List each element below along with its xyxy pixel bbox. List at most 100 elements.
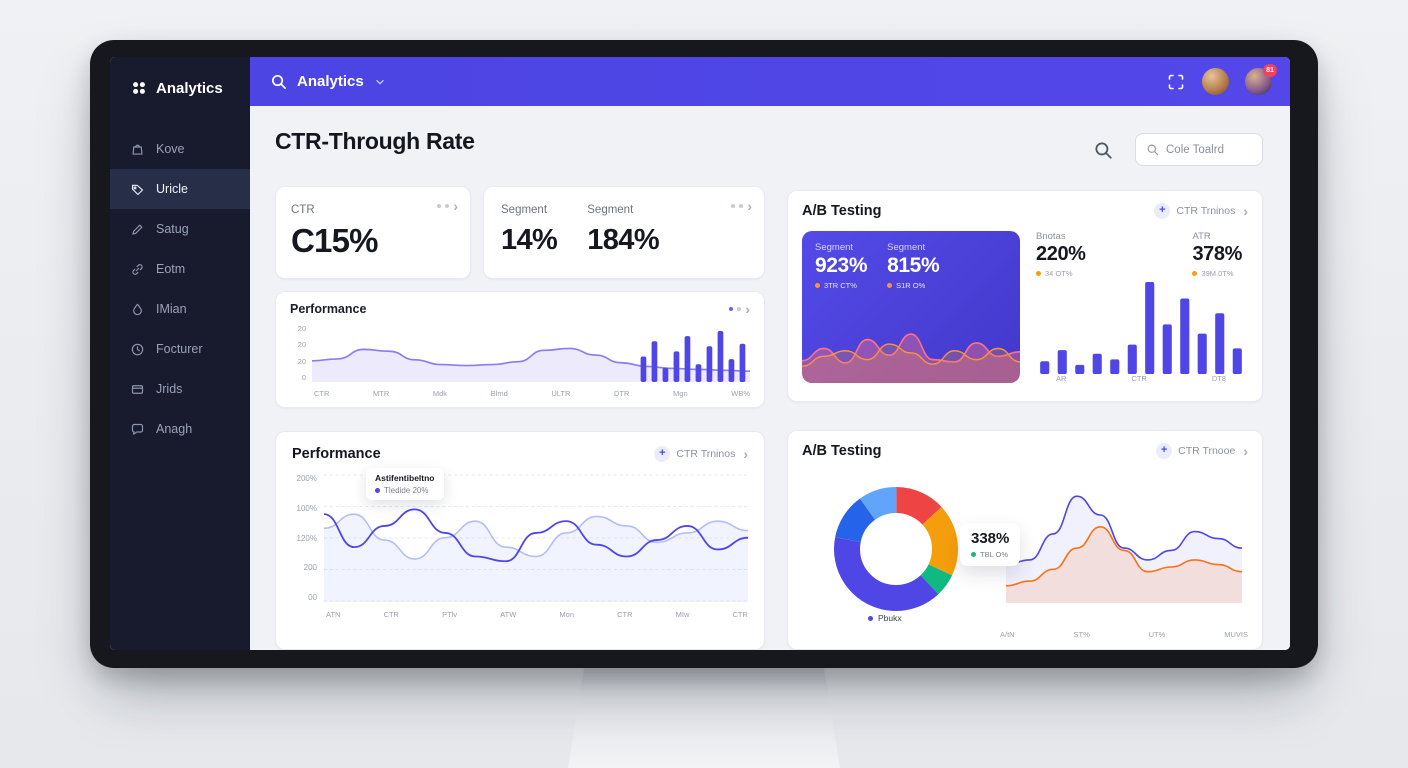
x-tick-label: DT8: [1211, 374, 1226, 383]
stat-value: 220%: [1036, 243, 1086, 265]
notification-badge: 81: [1263, 64, 1277, 77]
panel-stat: Segment 815% S1R O%: [887, 242, 940, 290]
tooltip-value: Tledide 20%: [384, 486, 429, 495]
sidebar-nav: Kove Uricle Satug Eotm: [110, 129, 250, 449]
card-title: Performance: [292, 446, 381, 462]
card-menu[interactable]: ›: [437, 199, 458, 213]
avatar[interactable]: [1202, 68, 1229, 95]
search-icon: [1147, 144, 1159, 156]
stat-value: 923%: [815, 254, 868, 277]
segment-label: Segment: [587, 204, 634, 216]
legend-dot-icon: [815, 283, 820, 288]
x-axis: AR CTR DT8: [1034, 374, 1248, 383]
search-icon[interactable]: [1093, 140, 1113, 160]
x-axis: CTR MTR Mdk Blmd ULTR DTR Mgn WB%: [290, 389, 750, 398]
kpi-card-segments: Segment 14% Segment 184% ›: [483, 186, 765, 279]
stat-sub: S1R O%: [896, 281, 926, 290]
x-tick-label: CTR: [617, 610, 633, 619]
search-input-box[interactable]: [1135, 133, 1263, 166]
chat-icon: [131, 423, 144, 435]
chevron-right-icon[interactable]: ›: [1243, 203, 1248, 219]
sidebar-item-eotm[interactable]: Eotm: [110, 249, 250, 289]
donut-sub-label: TBL O%: [980, 550, 1009, 559]
y-tick-label: 0: [301, 372, 306, 382]
action-label: CTR Trninos: [1176, 205, 1236, 217]
ab-line-chart: [1006, 495, 1242, 603]
stat-label: Segment: [887, 242, 926, 253]
legend-dot-icon: [375, 488, 380, 493]
ab-bar-chart: [1040, 281, 1242, 375]
x-tick-label: UT%: [1148, 630, 1166, 639]
x-tick-label: AR: [1056, 374, 1067, 383]
ctr-trends-button[interactable]: + CTR Trninos: [1154, 203, 1235, 219]
monitor-frame: Analytics Kove Uricle Satug: [90, 40, 1318, 668]
dot-icon: [729, 307, 734, 311]
x-tick-label: MIw: [675, 610, 690, 619]
action-label: CTR Trnooe: [1178, 445, 1236, 457]
card-menu[interactable]: ›: [731, 199, 752, 213]
segment-stat: Segment 14%: [501, 200, 558, 257]
sidebar-item-jrids[interactable]: Jrids: [110, 369, 250, 409]
sidebar-item-satug[interactable]: Satug: [110, 209, 250, 249]
x-tick-label: MUVIS: [1224, 630, 1248, 639]
topbar-search-dropdown[interactable]: Analytics: [270, 73, 386, 90]
drop-icon: [133, 303, 142, 315]
stat-label: Bnotas: [1036, 231, 1066, 242]
ctr-trends-button[interactable]: + CTR Trnooe: [1156, 443, 1235, 459]
x-tick-label: PTlv: [442, 610, 458, 619]
segment-label: Segment: [501, 204, 548, 216]
logo-icon: [133, 82, 145, 94]
chevron-right-icon: ›: [747, 198, 752, 214]
sidebar-item-label: Uricle: [156, 182, 188, 196]
chevron-right-icon[interactable]: ›: [743, 446, 748, 462]
donut-chart: [834, 487, 958, 611]
card-menu[interactable]: ›: [729, 302, 750, 316]
y-axis: 20 20 20 0: [290, 324, 312, 382]
tag-icon: [131, 184, 144, 195]
pen-icon: [132, 224, 143, 235]
card-title: A/B Testing: [802, 203, 882, 219]
x-tick-label: CTR: [732, 610, 748, 619]
x-tick-label: WB%: [731, 389, 750, 398]
x-tick-label: ATN: [326, 610, 341, 619]
link-icon: [132, 263, 143, 275]
crop-icon[interactable]: [1166, 72, 1186, 92]
page-title: CTR-Through Rate: [275, 128, 475, 154]
legend-dot-icon: [1192, 271, 1198, 276]
performance-chart: 200% 100% 120% 200 00 Astifentibeltno Tledid…: [292, 468, 748, 602]
sidebar-item-kove[interactable]: Kove: [110, 129, 250, 169]
avatar[interactable]: 81: [1245, 64, 1277, 95]
sidebar-item-label: Satug: [156, 222, 189, 236]
ctr-trends-button[interactable]: + CTR Trninos: [654, 446, 735, 462]
side-stat: Bnotas 220% 34 OT%: [1036, 231, 1086, 278]
sidebar-item-imian[interactable]: IMian: [110, 289, 250, 329]
sidebar-item-anagh[interactable]: Anagh: [110, 409, 250, 449]
chevron-right-icon[interactable]: ›: [1243, 443, 1248, 459]
action-label: CTR Trninos: [676, 448, 736, 460]
stat-value: 815%: [887, 254, 940, 277]
kpi-label: CTR: [291, 204, 315, 216]
sidebar-item-label: Kove: [156, 142, 185, 156]
app-logo[interactable]: Analytics: [110, 57, 250, 115]
sidebar-item-label: Focturer: [156, 342, 203, 356]
panel-stat: Segment 923% 3TR CT%: [815, 242, 868, 290]
y-tick-label: 20: [297, 340, 306, 350]
stat-sub: 39M.0T%: [1201, 269, 1234, 278]
main-area: Analytics 81 CTR-Through Rate: [250, 57, 1290, 650]
segment-value: 14%: [501, 224, 558, 256]
dot-icon: [445, 204, 450, 208]
search-input[interactable]: [1166, 143, 1250, 156]
plus-icon: +: [1156, 443, 1173, 459]
x-tick-label: A/tN: [1000, 630, 1015, 639]
sidebar-item-uricle[interactable]: Uricle: [110, 169, 250, 209]
segment-highlight-panel: Segment 923% 3TR CT% Segment 815% S1R O%: [802, 231, 1020, 383]
chevron-down-icon: [376, 79, 384, 84]
sidebar-item-label: IMian: [156, 302, 187, 316]
tooltip-title: Astifentibeltno: [375, 473, 435, 483]
sidebar-item-focturer[interactable]: Focturer: [110, 329, 250, 369]
stat-value: 378%: [1192, 243, 1242, 265]
sidebar-item-label: Eotm: [156, 262, 186, 276]
performance-line-chart: [324, 474, 748, 602]
performance-bar-chart: [640, 331, 746, 382]
